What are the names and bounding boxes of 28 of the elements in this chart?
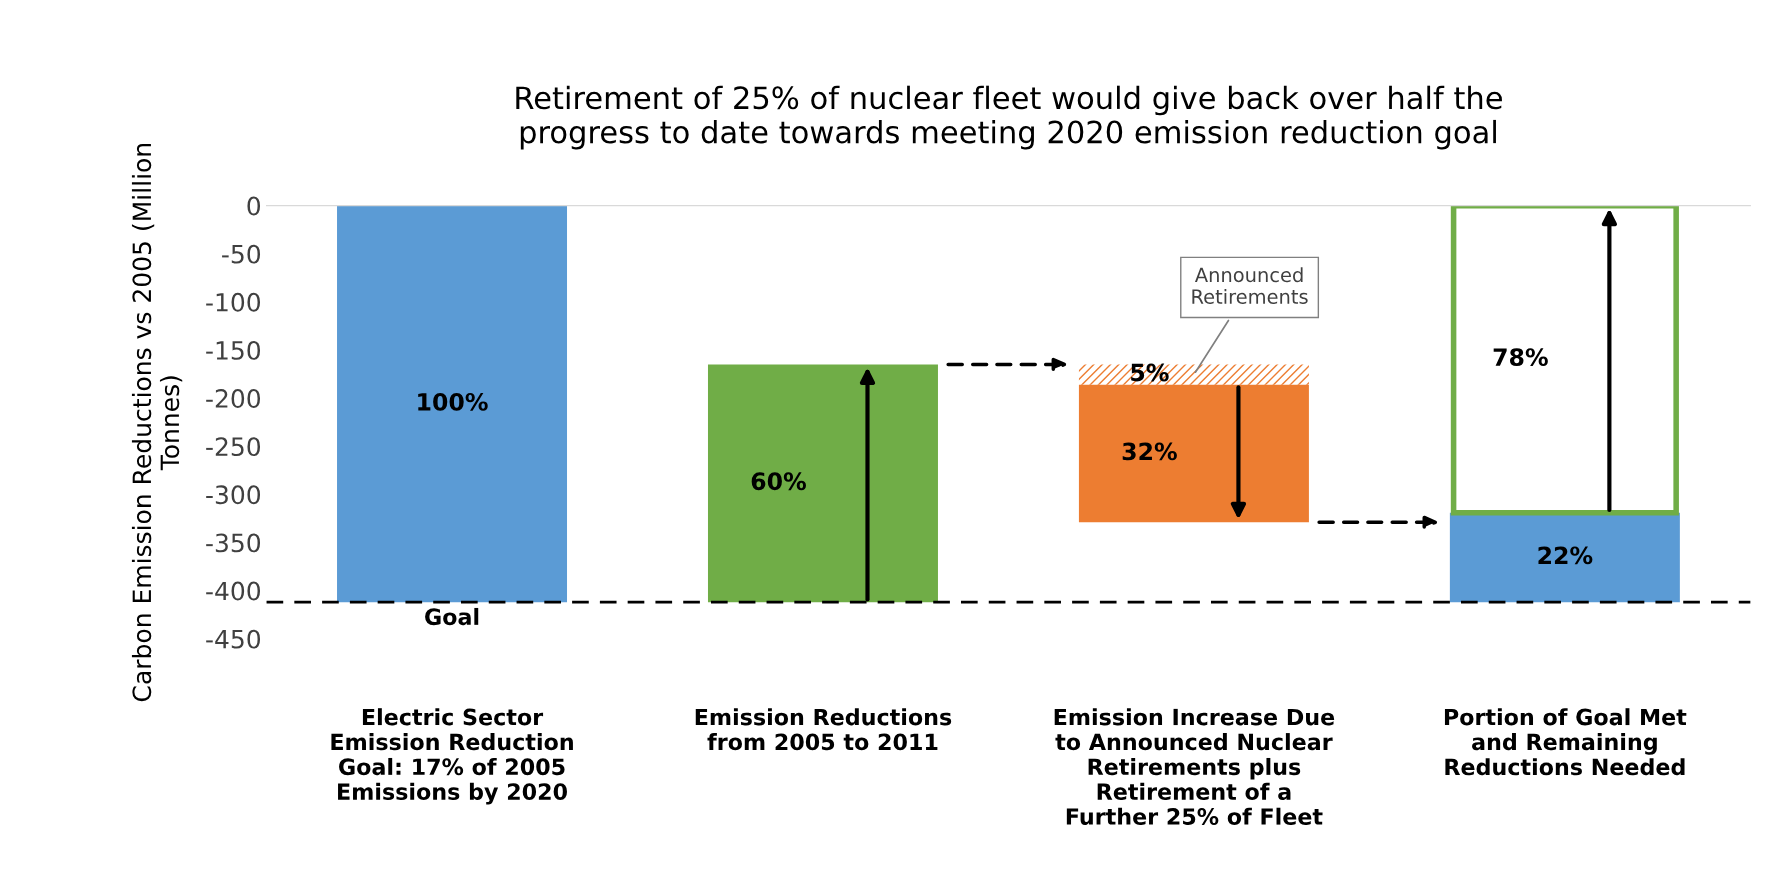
y-tick-label: -400: [206, 581, 261, 601]
x-tick-label: Portion of Goal Met and Remaining Reductions Needed: [1444, 708, 1687, 776]
y-tick-label: 0: [247, 196, 261, 216]
ref-line-label: Goal: [425, 607, 479, 626]
y-tick-label: -150: [206, 340, 261, 360]
y-tick-label: -300: [206, 485, 261, 505]
y-tick-label: -50: [222, 244, 261, 264]
chart-title: Retirement of 25% of nuclear fleet would give back over half the progress to date towards meeting 2020 emission reduction goal: [516, 85, 1502, 150]
x-tick-label: Emission Reductions from 2005 to 2011: [695, 708, 952, 751]
annotation: 32%: [1122, 442, 1177, 461]
x-tick-label: Electric Sector Emission Reduction Goal: 17% of 2005 Emissions by 2020: [331, 708, 573, 805]
y-tick-label: -450: [206, 629, 261, 649]
bar: [337, 205, 568, 603]
bar: [1078, 384, 1309, 523]
annotation: 60%: [751, 472, 806, 491]
y-tick-label: -100: [206, 292, 261, 312]
bar: [707, 364, 938, 603]
y-tick-label: -200: [206, 389, 261, 408]
annotation: Announced Retirements: [1192, 267, 1308, 304]
bar: [1449, 512, 1680, 603]
annotation: 78%: [1493, 348, 1548, 366]
bar: [1078, 364, 1309, 385]
annotation: 100%: [418, 392, 488, 411]
y-tick-label: -250: [206, 437, 261, 457]
annotation: 22%: [1538, 546, 1593, 565]
y-axis-title: Carbon Emission Reductions vs 2005 (Million Tonnes): [131, 143, 183, 702]
x-tick-label: Emission Increase Due to Announced Nuclear Retirements plus Retirement of a Further 25% of Fleet: [1054, 708, 1335, 825]
y-tick-label: -350: [206, 533, 261, 553]
